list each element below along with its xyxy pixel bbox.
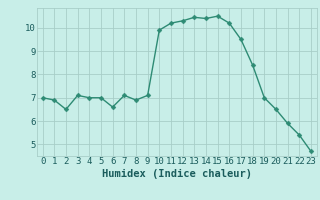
X-axis label: Humidex (Indice chaleur): Humidex (Indice chaleur): [102, 169, 252, 179]
